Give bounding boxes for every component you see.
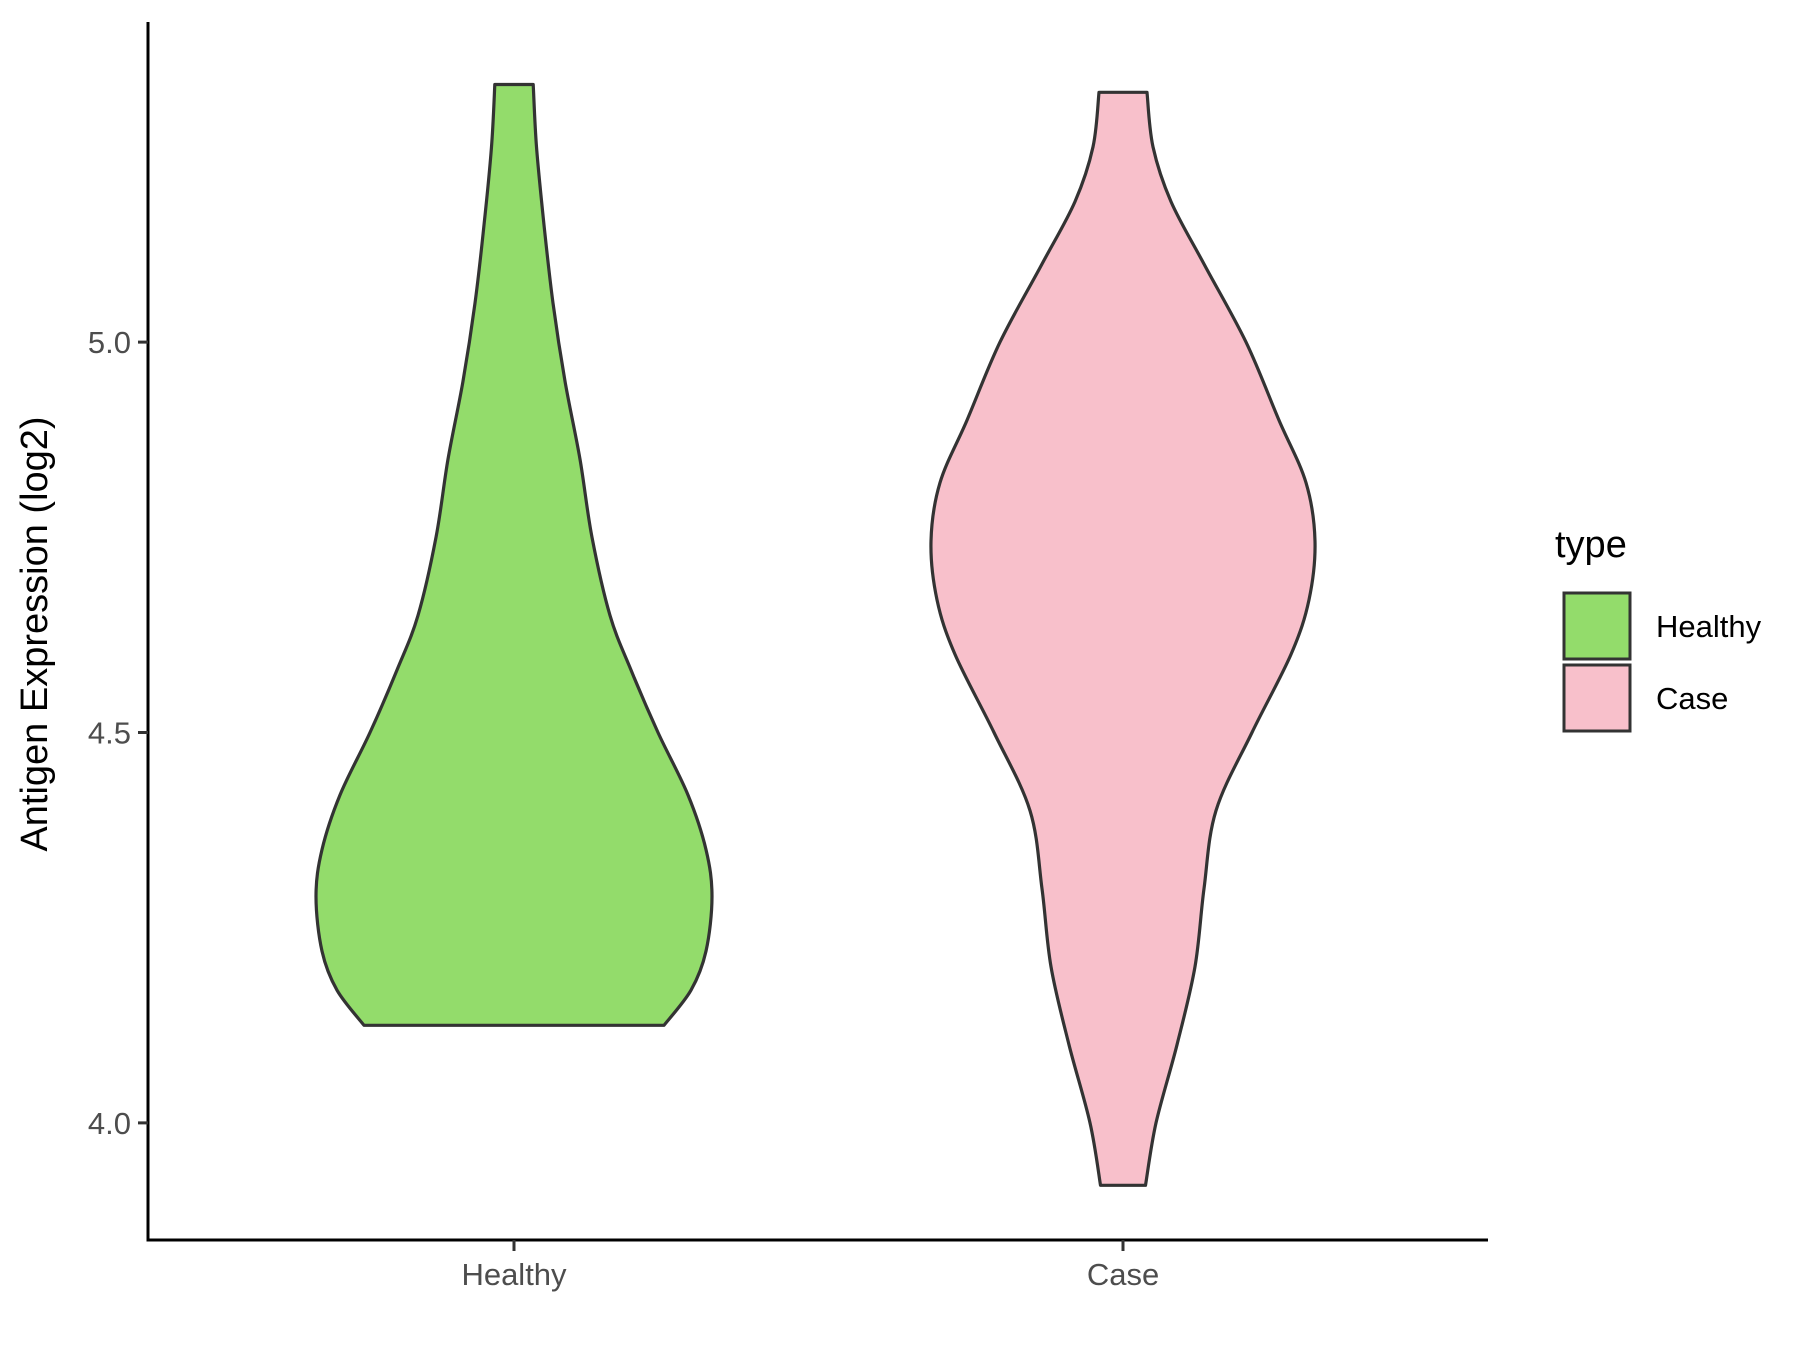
legend-key-healthy bbox=[1562, 591, 1632, 661]
legend-key-case bbox=[1562, 663, 1632, 733]
y-tick-label: 4.5 bbox=[88, 716, 131, 751]
x-tick-label: Case bbox=[1087, 1257, 1159, 1292]
legend-label-healthy: Healthy bbox=[1656, 609, 1762, 644]
violins-layer bbox=[314, 82, 1317, 1187]
y-tick-label: 4.0 bbox=[88, 1106, 131, 1141]
y-axis-title: Antigen Expression (log2) bbox=[14, 416, 56, 851]
legend-label-case: Case bbox=[1656, 681, 1728, 716]
axes-layer: 4.0 4.5 5.0 Healthy Case bbox=[88, 22, 1488, 1292]
legend: type Healthy Case bbox=[1555, 524, 1762, 733]
x-tick-label: Healthy bbox=[461, 1257, 567, 1292]
violin-case bbox=[929, 90, 1317, 1187]
legend-title: type bbox=[1555, 524, 1627, 566]
violin-healthy bbox=[314, 82, 714, 1027]
y-tick-label: 5.0 bbox=[88, 325, 131, 360]
